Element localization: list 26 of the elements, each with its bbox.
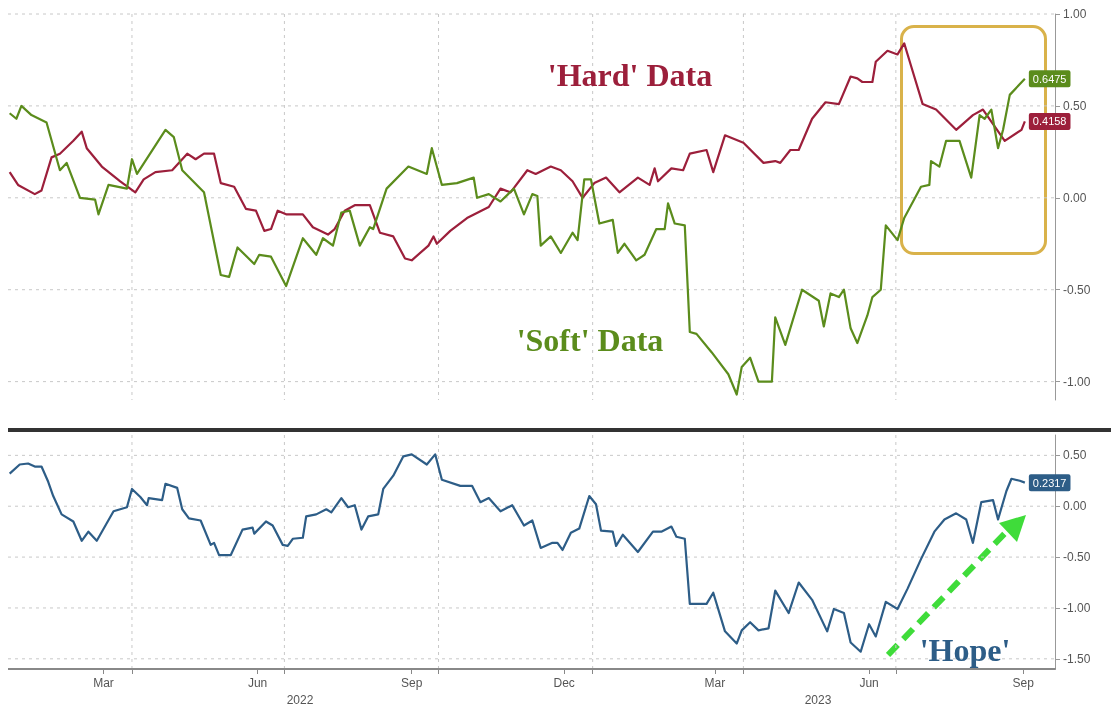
series-label: 'Soft' Data [516,322,664,358]
data-label: 0.2317 [1032,476,1067,489]
y-tick-label: -0.50 [1063,282,1091,297]
y-tick-label: -1.00 [1063,600,1091,615]
x-tick-label: Sep [401,676,423,690]
x-tick-label: Mar [93,676,114,690]
y-tick-label: -1.50 [1063,651,1091,666]
data-label: 0.4158 [1032,115,1067,128]
y-tick-label: 1.00 [1063,7,1087,21]
line-series [8,42,1026,262]
x-tick-label: Mar [704,676,726,690]
y-tick-label: 0.50 [1063,98,1087,113]
y-tick-label: -0.50 [1063,550,1091,565]
series-label: 'Hard' Data [547,57,713,93]
y-tick-label: -1.00 [1063,374,1091,389]
y-tick-label: 0.00 [1063,190,1087,205]
data-label: 0.6475 [1032,72,1067,85]
x-tick-label: Dec [553,676,575,690]
x-tick-label: Sep [1012,676,1035,690]
x-tick-label: Jun [859,676,879,690]
series-label: 'Hope' [919,632,1011,668]
text: 2022 [286,693,314,707]
y-tick-label: 0.00 [1063,499,1087,514]
text: 2023 [804,693,832,707]
y-tick-label: 0.50 [1063,448,1087,463]
x-tick-label: Jun [247,676,268,690]
